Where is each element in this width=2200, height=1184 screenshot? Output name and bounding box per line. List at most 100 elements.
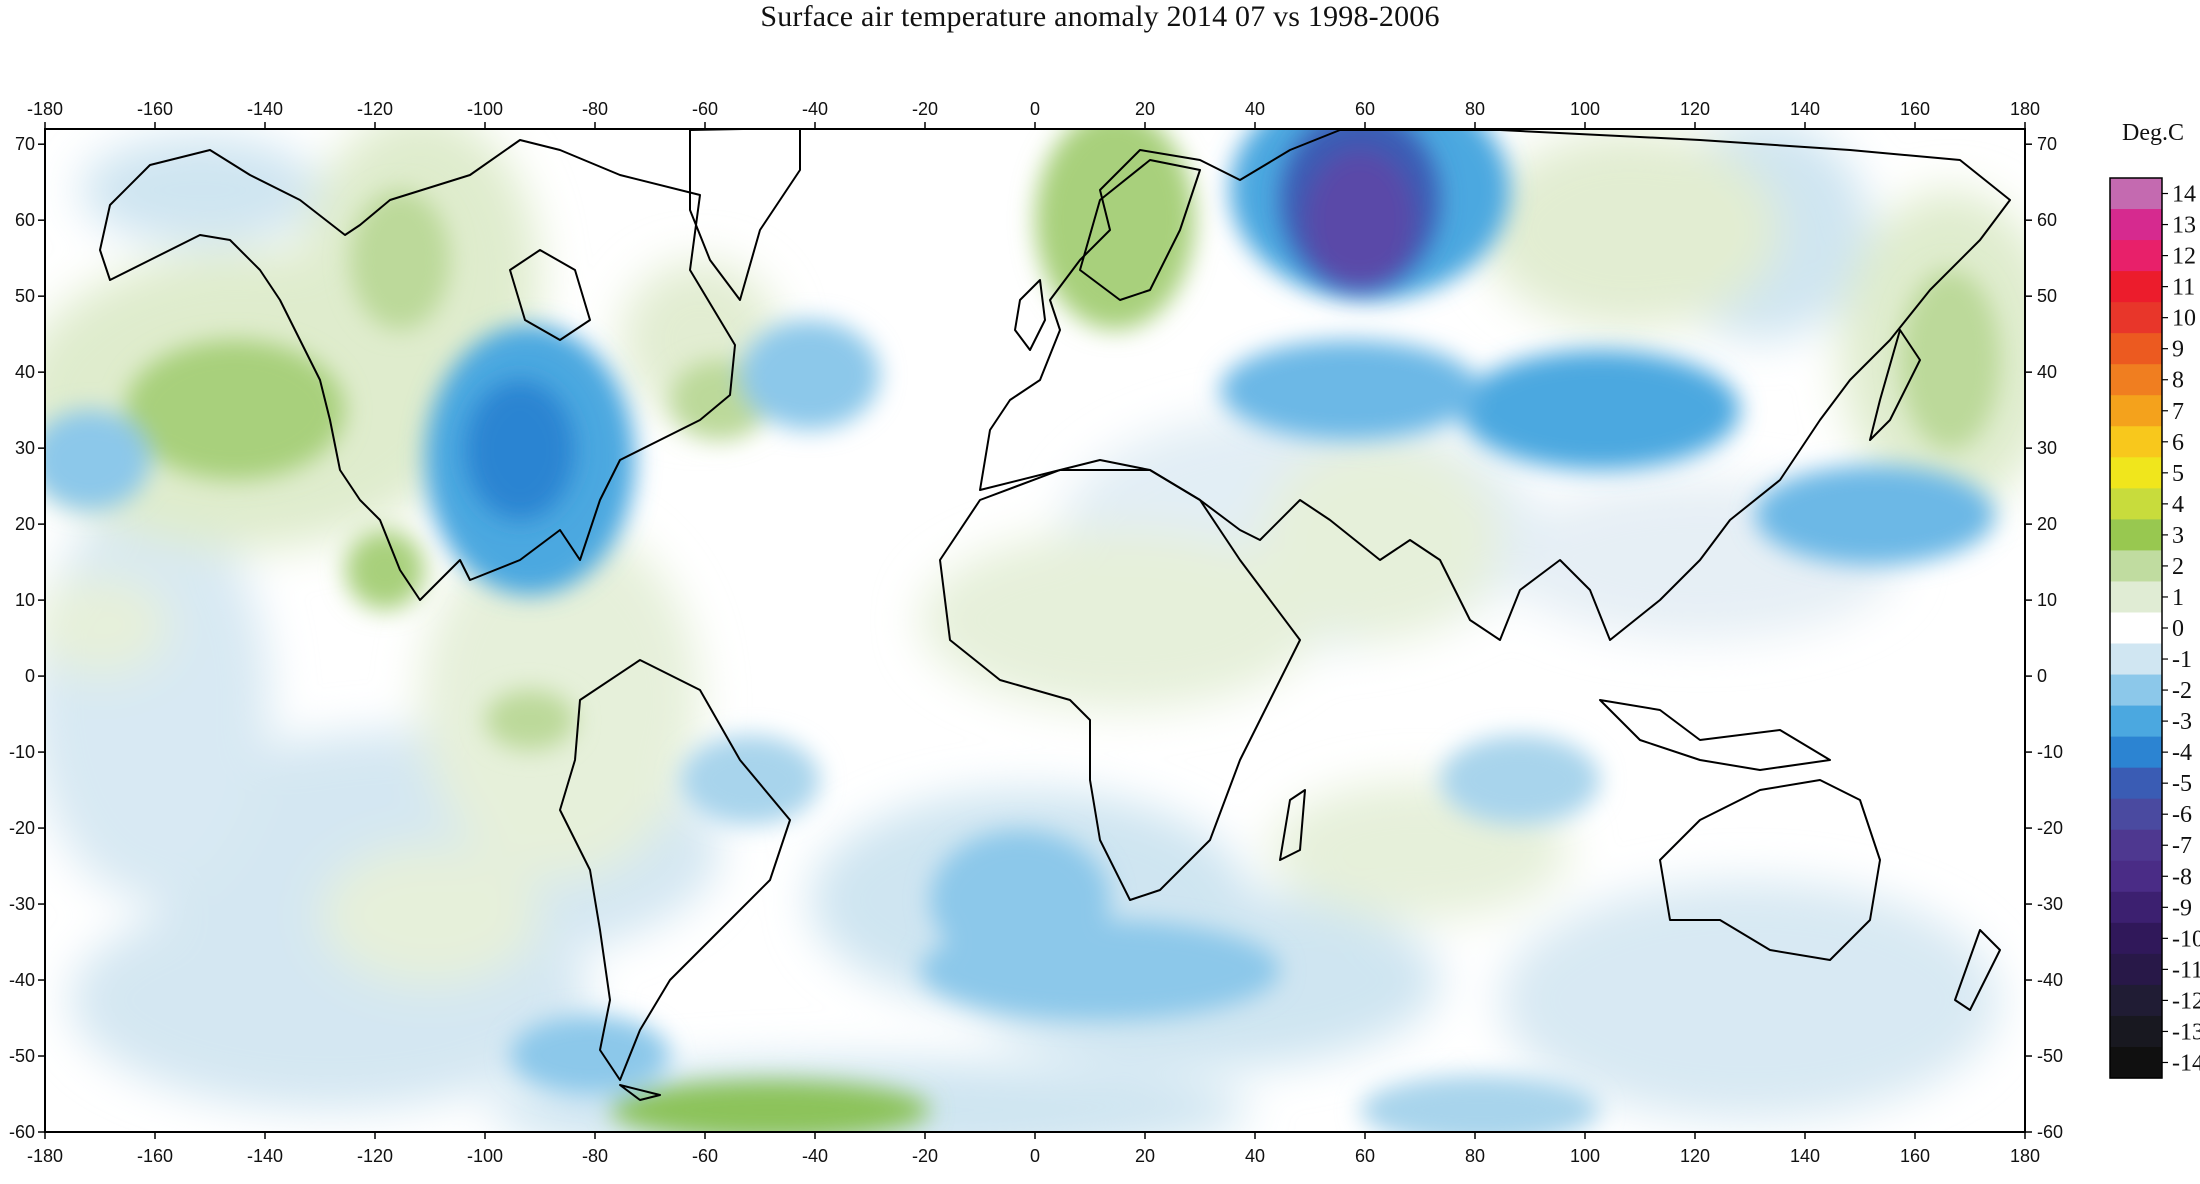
colorbar-label: -12 [2172,988,2200,1014]
colorbar-label: -3 [2172,709,2192,735]
colorbar-label: -13 [2172,1019,2200,1045]
colorbar-segment [2110,581,2162,614]
colorbar-segment [2110,860,2162,893]
lat-label-right: -50 [2037,1046,2063,1066]
lon-label-bottom: -120 [357,1146,393,1166]
colorbar-segment [2110,488,2162,520]
eurasia-outline [979,129,2011,641]
lon-label-bottom: 180 [2010,1146,2040,1166]
lat-label-right: 20 [2037,514,2057,534]
colorbar-segment [2110,364,2162,396]
lon-label-top: -180 [27,99,63,119]
colorbar-segment [2110,643,2162,676]
lat-label-left: -30 [9,894,35,914]
coastlines [99,129,2011,1101]
colorbar-label: 11 [2172,275,2195,301]
colorbar-segment [2110,798,2162,831]
indonesia-outline [1599,699,1831,771]
lat-label-left: 50 [15,286,35,306]
colorbar-segment [2110,457,2162,489]
greenland-outline [689,129,801,301]
lat-label-left: 30 [15,438,35,458]
lon-label-top: -140 [247,99,283,119]
lat-label-right: 0 [2037,666,2047,686]
lat-label-right: 10 [2037,590,2057,610]
lon-label-bottom: 100 [1570,1146,1600,1166]
colorbar-label: 10 [2172,306,2196,332]
colorbar-segment [2110,333,2162,365]
lon-label-bottom: -40 [802,1146,828,1166]
colorbar-label: 8 [2172,368,2184,394]
lon-label-bottom: -100 [467,1146,503,1166]
colorbar-segment [2110,984,2162,1017]
lon-label-top: 160 [1900,99,1930,119]
lon-label-bottom: -20 [912,1146,938,1166]
colorbar-label: -2 [2172,678,2192,704]
colorbar-segment [2110,891,2162,924]
colorbar-label: -5 [2172,771,2192,797]
colorbar-segment [2110,736,2162,769]
lon-label-bottom: 0 [1030,1146,1040,1166]
lat-label-right: 50 [2037,286,2057,306]
colorbar-segment [2110,922,2162,955]
colorbar-segment [2110,767,2162,800]
colorbar-label: 3 [2172,523,2184,549]
colorbar-label: -11 [2172,957,2200,983]
lon-label-top: 40 [1245,99,1265,119]
lon-label-top: 20 [1135,99,1155,119]
lon-label-top: -120 [357,99,393,119]
colorbar-label: 13 [2172,213,2196,239]
colorbar-label: -1 [2172,647,2192,673]
lat-label-right: -30 [2037,894,2063,914]
colorbar-segment [2110,271,2162,303]
lon-label-bottom: 20 [1135,1146,1155,1166]
australia-outline [1659,779,1881,961]
lat-label-left: 70 [15,134,35,154]
lon-label-bottom: 80 [1465,1146,1485,1166]
colorbar-label: -6 [2172,802,2192,828]
colorbar-label: 9 [2172,337,2184,363]
anomaly-field [45,129,2025,1132]
lat-label-left: -10 [9,742,35,762]
colorbar-label: -7 [2172,833,2192,859]
lon-label-bottom: 120 [1680,1146,1710,1166]
japan-outline [1869,329,1921,441]
lat-label-left: -20 [9,818,35,838]
lon-label-bottom: 40 [1245,1146,1265,1166]
lon-label-top: 0 [1030,99,1040,119]
lon-label-top: -60 [692,99,718,119]
colorbar-segment [2110,674,2162,707]
lat-label-right: 70 [2037,134,2057,154]
colorbar-segment [2110,302,2162,334]
colorbar-segment [2110,550,2162,583]
antarctica-edge-outline [619,1084,661,1101]
lon-label-bottom: 160 [1900,1146,1930,1166]
lat-label-left: -50 [9,1046,35,1066]
map-axes: -180-180-160-160-140-140-120-120-100-100… [9,99,2063,1166]
colorbar-label: -9 [2172,895,2192,921]
lon-label-bottom: -80 [582,1146,608,1166]
colorbar-segment [2110,178,2162,210]
colorbar-label: 6 [2172,430,2184,456]
colorbar-label: 5 [2172,461,2184,487]
lon-label-top: 100 [1570,99,1600,119]
lat-label-right: -20 [2037,818,2063,838]
lon-label-top: -80 [582,99,608,119]
lon-label-bottom: -140 [247,1146,283,1166]
colorbar-label: 0 [2172,616,2184,642]
scandinavia-outline [1079,159,1201,301]
lon-label-top: 60 [1355,99,1375,119]
colorbar: Deg.C 14131211109876543210-1-2-3-4-5-6-7… [2109,120,2200,1079]
lat-label-left: 0 [25,666,35,686]
colorbar-segment [2110,240,2162,272]
lon-label-top: -160 [137,99,173,119]
hudson-bay-outline [509,249,591,341]
lon-label-top: -100 [467,99,503,119]
lon-label-top: 140 [1790,99,1820,119]
lat-label-left: -60 [9,1122,35,1142]
lat-label-right: 30 [2037,438,2057,458]
colorbar-segment [2110,953,2162,986]
colorbar-segment [2110,209,2162,241]
lon-label-bottom: 140 [1790,1146,1820,1166]
